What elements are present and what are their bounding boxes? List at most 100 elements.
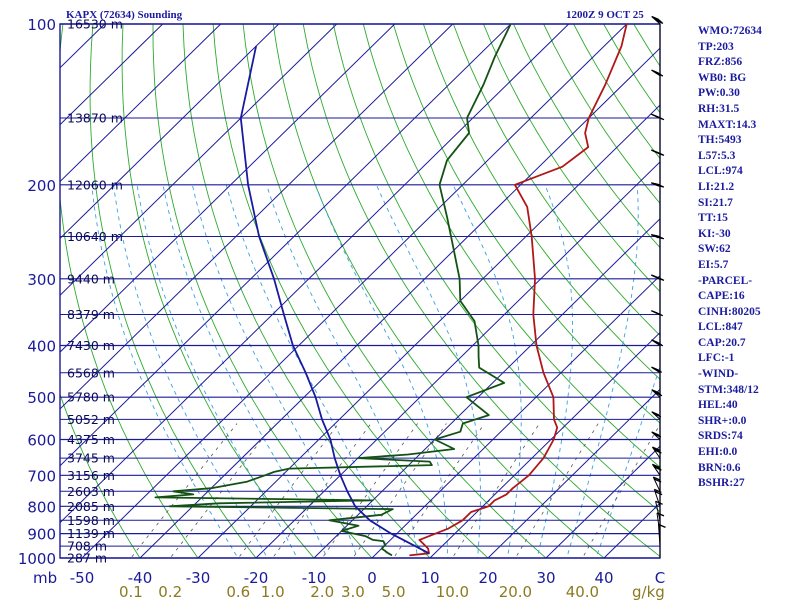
mixing-ratio-tick: 0.1 — [119, 583, 143, 600]
dry-adiabat — [483, 24, 660, 293]
isotherm — [60, 24, 164, 126]
dewpoint-line — [154, 24, 512, 557]
height-label: 2603 m — [67, 484, 115, 499]
dry-adiabat — [212, 24, 489, 558]
index-item: SI:21.7 — [698, 196, 733, 209]
height-label: 9440 m — [67, 271, 115, 286]
index-item: TP:203 — [698, 40, 734, 53]
isotherm — [60, 24, 570, 524]
mixing-ratio-tick: 40.0 — [566, 583, 599, 600]
parcel-line — [239, 45, 430, 555]
index-item: SHR+:0.0 — [698, 414, 747, 427]
isotherm — [60, 24, 512, 467]
moist-adiabat — [91, 184, 239, 558]
pressure-label: 600 — [27, 432, 56, 450]
mixing-ratio-tick: 2.0 — [310, 583, 334, 600]
height-label: 8379 m — [67, 307, 115, 322]
wind-barb-flag — [653, 447, 661, 453]
height-label: 1598 m — [67, 513, 115, 528]
height-label: 4375 m — [67, 432, 115, 447]
wind-barb-flag — [653, 413, 662, 418]
unit-celsius: C — [655, 569, 665, 587]
unit-gkg: g/kg — [632, 583, 665, 600]
index-item: LCL:974 — [698, 165, 743, 178]
pressure-label: 100 — [27, 16, 56, 34]
wind-barb-flag — [656, 116, 665, 121]
temperature-tick: -20 — [244, 569, 269, 587]
height-label: 10640 m — [67, 229, 123, 244]
height-label: 2085 m — [67, 499, 115, 514]
dry-adiabat — [332, 24, 660, 513]
wind-barb-flag — [653, 465, 661, 470]
wind-barb-flag — [653, 433, 662, 438]
height-label: 5780 m — [67, 390, 115, 405]
moist-adiabat — [452, 184, 522, 558]
dry-adiabat — [452, 24, 660, 337]
index-item: -WIND- — [698, 368, 739, 381]
chart-date: 1200Z 9 OCT 25 — [566, 9, 644, 21]
dry-adiabat — [392, 24, 660, 424]
isotherm — [487, 388, 660, 558]
wind-barb-flag — [653, 478, 662, 483]
index-item: LCL:847 — [698, 321, 743, 334]
wind-barb-flag — [655, 312, 664, 317]
mixing-ratio-line — [272, 423, 372, 558]
temperature-tick: -10 — [302, 569, 327, 587]
index-item: BRN:0.6 — [698, 461, 741, 474]
isotherm — [255, 161, 660, 558]
dry-adiabat — [60, 392, 141, 558]
wind-barb-flag — [656, 151, 665, 156]
wind-barb-flag — [654, 466, 662, 471]
height-label: 3745 m — [67, 451, 115, 466]
wind-barb-flag — [656, 235, 665, 240]
isotherm — [197, 104, 660, 558]
index-item: RH:31.5 — [698, 102, 740, 115]
wind-barb-flag — [654, 488, 662, 493]
temperature-tick: 30 — [536, 569, 555, 587]
mixing-ratio-line — [130, 423, 238, 558]
mixing-ratio-line — [169, 423, 275, 558]
dry-adiabat — [60, 24, 199, 558]
pressure-label: 1000 — [18, 550, 56, 568]
moist-adiabat — [113, 184, 268, 558]
index-item: TH:5493 — [698, 134, 742, 147]
moist-adiabat — [225, 184, 388, 558]
index-item: CAPE:16 — [698, 290, 745, 303]
index-item: FRZ:856 — [698, 56, 743, 69]
mixing-ratio-tick: 1.0 — [261, 583, 285, 600]
dry-adiabat — [121, 24, 315, 558]
index-item: KI:-30 — [698, 227, 731, 240]
mixing-ratio-line — [393, 423, 485, 558]
height-label: 12060 m — [67, 177, 123, 192]
temperature-tick: 0 — [367, 569, 377, 587]
wind-barb-flag — [656, 183, 665, 188]
isotherm — [81, 24, 628, 558]
index-item: CAP:20.7 — [698, 336, 746, 349]
unit-mb: mb — [33, 569, 57, 587]
height-label: 13870 m — [67, 111, 123, 126]
height-label: 3156 m — [67, 468, 115, 483]
dry-adiabat — [302, 24, 660, 558]
height-label: 1139 m — [67, 526, 115, 541]
isotherm — [60, 24, 454, 410]
temperature-line — [409, 24, 628, 557]
dry-adiabat — [89, 24, 257, 558]
index-item: HEL:40 — [698, 399, 738, 412]
dry-adiabat — [242, 24, 547, 558]
isotherm — [139, 47, 660, 558]
moist-adiabat — [162, 184, 328, 558]
height-label: 6568 m — [67, 365, 115, 380]
mixing-ratio-line — [237, 423, 339, 558]
height-label: 5052 m — [67, 412, 115, 427]
isotherm — [60, 24, 222, 183]
index-item: TT:15 — [698, 212, 728, 225]
moist-adiabat — [315, 184, 448, 558]
indices-panel: WMO:72634 TP:203 FRZ:856 WB0: BG PW:0.30 RH:3… — [698, 24, 798, 492]
mixing-ratio-tick: 0.6 — [226, 583, 250, 600]
wind-barb-flag — [652, 446, 660, 451]
mixing-ratio-tick: 0.2 — [158, 583, 182, 600]
index-item: LI:21.2 — [698, 180, 735, 193]
wind-barb-flag — [655, 19, 664, 24]
index-item: L57:5.3 — [698, 149, 736, 162]
